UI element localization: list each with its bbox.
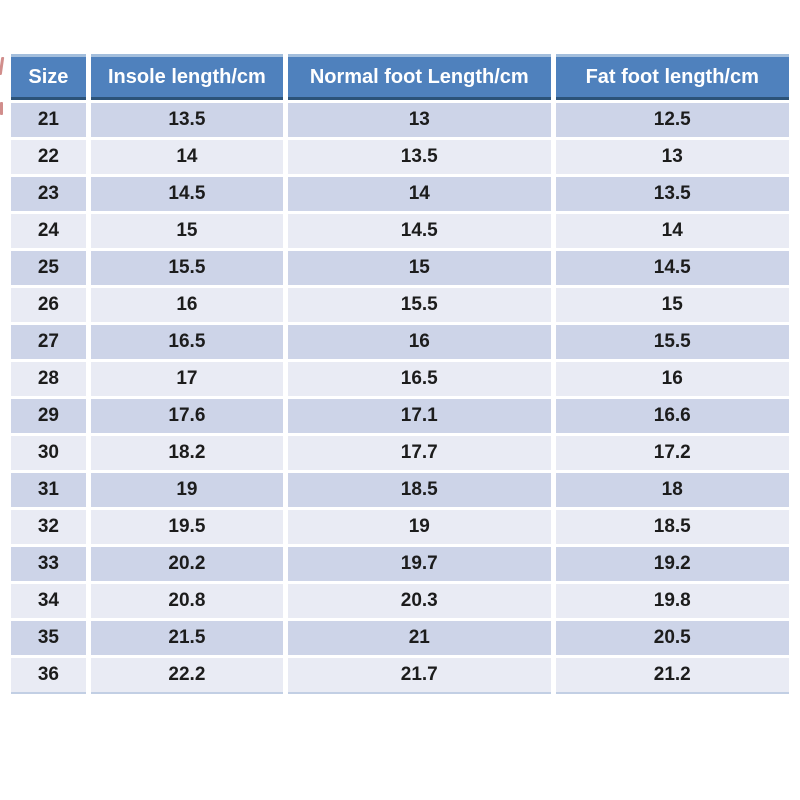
table-cell: 31 <box>11 473 86 507</box>
table-cell: 16.5 <box>288 362 551 396</box>
table-cell: 14.5 <box>555 251 789 285</box>
table-cell: 29 <box>11 399 86 433</box>
table-cell: 21.2 <box>555 658 789 694</box>
table-row: 22 14 13.5 13 <box>11 140 789 174</box>
table-cell: 30 <box>11 436 86 470</box>
table-row: 23 14.5 14 13.5 <box>11 177 789 211</box>
table-cell: 19.2 <box>555 547 789 581</box>
table-body: 21 13.5 13 12.5 22 14 13.5 13 23 14.5 14 13.5 24 15 14… <box>11 103 789 694</box>
table-cell: 16 <box>555 362 789 396</box>
table-row: 29 17.6 17.1 16.6 <box>11 399 789 433</box>
table-row: 30 18.2 17.7 17.2 <box>11 436 789 470</box>
table-row: 33 20.2 19.7 19.2 <box>11 547 789 581</box>
left-edge-artifact <box>0 57 5 75</box>
table-cell: 15.5 <box>555 325 789 359</box>
table-cell: 24 <box>11 214 86 248</box>
table-cell: 18.5 <box>555 510 789 544</box>
table-cell: 28 <box>11 362 86 396</box>
shoe-size-chart-table: Size Insole length/cm Normal foot Length… <box>6 51 794 697</box>
table-cell: 32 <box>11 510 86 544</box>
table-cell: 13.5 <box>288 140 551 174</box>
size-chart-container: Size Insole length/cm Normal foot Length… <box>6 51 794 697</box>
table-cell: 16.5 <box>90 325 284 359</box>
table-cell: 18.5 <box>288 473 551 507</box>
table-cell: 20.3 <box>288 584 551 618</box>
table-cell: 23 <box>11 177 86 211</box>
table-cell: 17.1 <box>288 399 551 433</box>
table-cell: 14.5 <box>90 177 284 211</box>
table-cell: 15.5 <box>288 288 551 322</box>
table-row: 32 19.5 19 18.5 <box>11 510 789 544</box>
table-cell: 21 <box>11 103 86 137</box>
table-cell: 21.7 <box>288 658 551 694</box>
table-row: 35 21.5 21 20.5 <box>11 621 789 655</box>
column-header-size: Size <box>11 54 86 100</box>
table-cell: 17.7 <box>288 436 551 470</box>
table-cell: 15.5 <box>90 251 284 285</box>
table-cell: 19 <box>90 473 284 507</box>
table-cell: 13.5 <box>90 103 284 137</box>
table-cell: 16.6 <box>555 399 789 433</box>
table-cell: 22.2 <box>90 658 284 694</box>
table-cell: 14 <box>288 177 551 211</box>
table-cell: 20.5 <box>555 621 789 655</box>
table-cell: 19.8 <box>555 584 789 618</box>
table-cell: 14 <box>90 140 284 174</box>
table-cell: 18 <box>555 473 789 507</box>
table-cell: 14.5 <box>288 214 551 248</box>
table-cell: 35 <box>11 621 86 655</box>
table-row: 28 17 16.5 16 <box>11 362 789 396</box>
table-cell: 34 <box>11 584 86 618</box>
table-cell: 19 <box>288 510 551 544</box>
table-row: 26 16 15.5 15 <box>11 288 789 322</box>
table-cell: 14 <box>555 214 789 248</box>
header-row: Size Insole length/cm Normal foot Length… <box>11 54 789 100</box>
table-cell: 17 <box>90 362 284 396</box>
table-cell: 12.5 <box>555 103 789 137</box>
table-row: 31 19 18.5 18 <box>11 473 789 507</box>
table-row: 25 15.5 15 14.5 <box>11 251 789 285</box>
table-cell: 33 <box>11 547 86 581</box>
table-cell: 26 <box>11 288 86 322</box>
table-row: 24 15 14.5 14 <box>11 214 789 248</box>
table-cell: 17.2 <box>555 436 789 470</box>
table-cell: 19.7 <box>288 547 551 581</box>
table-cell: 22 <box>11 140 86 174</box>
table-cell: 18.2 <box>90 436 284 470</box>
table-cell: 25 <box>11 251 86 285</box>
table-cell: 15 <box>288 251 551 285</box>
column-header-fat-foot-length: Fat foot length/cm <box>555 54 789 100</box>
table-row: 36 22.2 21.7 21.2 <box>11 658 789 694</box>
table-cell: 17.6 <box>90 399 284 433</box>
table-cell: 20.8 <box>90 584 284 618</box>
left-edge-artifact <box>0 102 3 115</box>
column-header-normal-foot-length: Normal foot Length/cm <box>288 54 551 100</box>
table-cell: 15 <box>555 288 789 322</box>
table-cell: 27 <box>11 325 86 359</box>
table-cell: 16 <box>90 288 284 322</box>
table-cell: 36 <box>11 658 86 694</box>
table-row: 27 16.5 16 15.5 <box>11 325 789 359</box>
table-cell: 20.2 <box>90 547 284 581</box>
table-cell: 21.5 <box>90 621 284 655</box>
table-cell: 13 <box>288 103 551 137</box>
table-cell: 13 <box>555 140 789 174</box>
table-cell: 21 <box>288 621 551 655</box>
table-row: 34 20.8 20.3 19.8 <box>11 584 789 618</box>
table-cell: 16 <box>288 325 551 359</box>
column-header-insole-length: Insole length/cm <box>90 54 284 100</box>
table-cell: 13.5 <box>555 177 789 211</box>
table-cell: 19.5 <box>90 510 284 544</box>
table-row: 21 13.5 13 12.5 <box>11 103 789 137</box>
table-cell: 15 <box>90 214 284 248</box>
